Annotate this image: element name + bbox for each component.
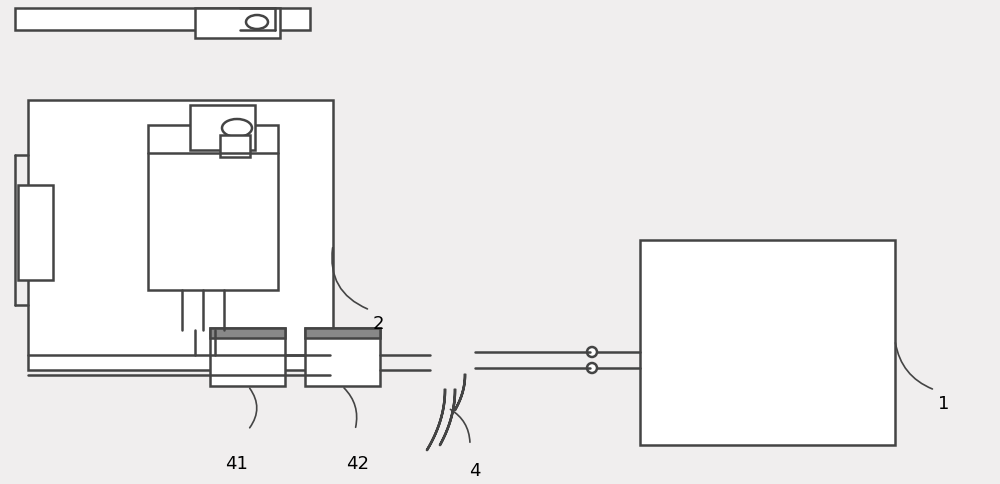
Bar [18, 185, 53, 280]
Text: 41: 41 [226, 455, 248, 473]
Bar [305, 328, 380, 386]
Circle shape [587, 363, 597, 373]
Bar [195, 8, 280, 38]
Bar [210, 328, 285, 338]
Circle shape [587, 347, 597, 357]
Text: 2: 2 [373, 315, 384, 333]
Bar [28, 100, 333, 370]
Bar [210, 328, 285, 386]
Text: 1: 1 [938, 395, 949, 413]
Bar [220, 135, 250, 157]
Bar [190, 105, 255, 150]
Ellipse shape [246, 15, 268, 29]
Ellipse shape [222, 119, 252, 137]
Text: 42: 42 [347, 455, 370, 473]
Bar [148, 125, 278, 290]
Bar [640, 240, 895, 445]
Text: 4: 4 [469, 462, 481, 480]
Bar [15, 8, 310, 30]
Bar [305, 328, 380, 338]
